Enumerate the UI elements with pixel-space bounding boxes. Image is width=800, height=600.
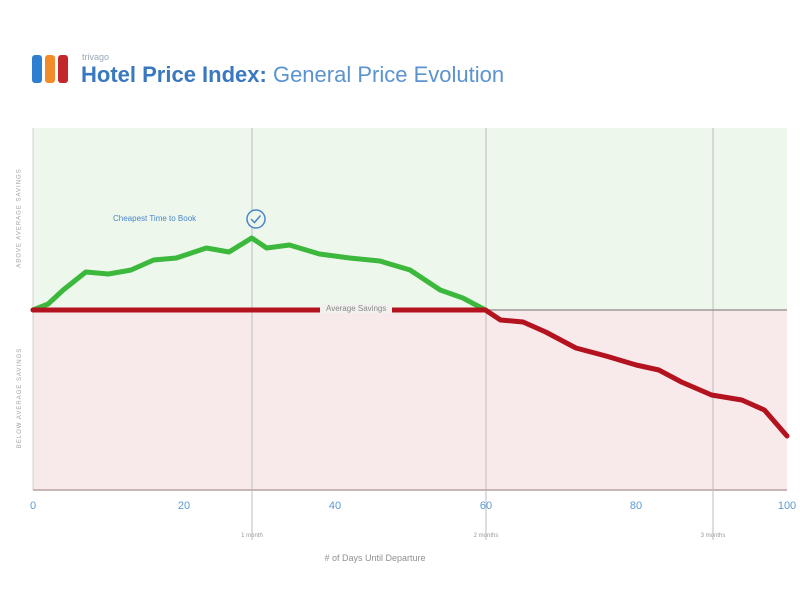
x-tick-0: 0 xyxy=(29,500,37,512)
y-label-above: Above average savings xyxy=(16,168,23,268)
above-average-line xyxy=(30,235,488,313)
logo-bar-orange xyxy=(45,55,55,83)
chart-title: Hotel Price Index: General Price Evoluti… xyxy=(81,62,504,88)
x-tick-40: 40 xyxy=(328,500,342,512)
below-average-line xyxy=(30,307,790,439)
cheapest-time-annotation: Cheapest Time to Book xyxy=(113,214,197,223)
check-icon xyxy=(250,215,262,224)
logo-bar-blue xyxy=(32,55,42,83)
x-axis-label: # of Days Until Departure xyxy=(324,553,426,563)
x-tick-100: 100 xyxy=(777,500,797,512)
month-tick-3: 3 months xyxy=(700,533,726,539)
above-average-region xyxy=(33,128,787,310)
title-bold: Hotel Price Index: xyxy=(81,62,267,87)
x-tick-60: 60 xyxy=(479,500,493,512)
month-tick-2: 2 months xyxy=(473,533,499,539)
check-icon-circle xyxy=(246,209,266,229)
x-tick-20: 20 xyxy=(177,500,191,512)
y-label-below: Below average savings xyxy=(17,347,24,449)
below-average-region xyxy=(33,310,787,490)
title-rest: General Price Evolution xyxy=(266,62,505,87)
x-tick-80: 80 xyxy=(629,500,643,512)
brand-name: trivago xyxy=(82,52,110,62)
average-savings-label: Average Savings xyxy=(320,304,393,313)
logo-bar-red xyxy=(58,55,68,83)
trivago-logo xyxy=(32,55,68,83)
month-tick-1: 1 month xyxy=(241,533,263,539)
